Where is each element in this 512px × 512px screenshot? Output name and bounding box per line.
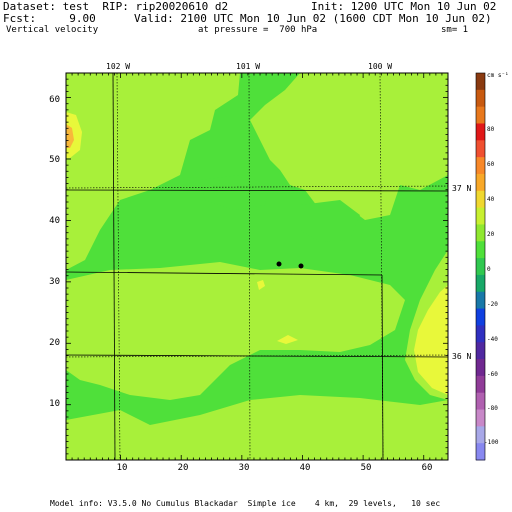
colorbar-swatch — [476, 173, 485, 192]
field-green-patch-1 — [200, 175, 270, 210]
smoothing-label: sm= 1 — [441, 25, 469, 35]
colorbar-swatch — [476, 89, 485, 108]
parallel-37 — [65, 185, 449, 189]
colorbar-swatch — [476, 359, 485, 377]
colorbar-swatch — [476, 392, 485, 411]
x-tick-label: 30 — [238, 463, 250, 473]
colorbar-swatch — [476, 409, 485, 427]
plot-frame — [65, 72, 449, 461]
y-tick-label: 10 — [49, 399, 60, 409]
colorbar-label: 80 — [487, 126, 495, 133]
init-label: Init: 1200 UTC Mon 10 Jun 02 — [311, 0, 497, 13]
boundary-panhandle — [65, 271, 383, 276]
field-orange-west — [66, 124, 74, 148]
x-ticks — [65, 73, 449, 460]
field-region-ne — [250, 73, 448, 220]
colorbar-label: 40 — [487, 196, 495, 203]
field-green-patch-2 — [300, 200, 360, 242]
y-tick-label: 50 — [49, 155, 60, 165]
field-yellow-small — [257, 280, 265, 290]
colorbar-swatch — [476, 375, 485, 394]
colorbar-swatch — [476, 123, 485, 141]
colorbar-swatch — [476, 308, 485, 326]
x-tick-label: 50 — [360, 463, 372, 473]
dataset-label: Dataset: test RIP: rip20020610 d2 — [3, 0, 229, 13]
station-marker — [276, 261, 282, 267]
valid-label: Valid: 2100 UTC Mon 10 Jun 02 (1600 CDT … — [134, 12, 492, 25]
colorbar-label: 20 — [487, 231, 495, 238]
colorbar-swatch — [476, 325, 485, 343]
colorbar-label: 60 — [487, 161, 495, 168]
colorbar-label: -20 — [487, 301, 498, 308]
lat-label-36: 36 N — [452, 352, 472, 361]
latlon-grid — [65, 72, 449, 461]
colorbar-swatch — [476, 73, 485, 91]
x-tick-label: 60 — [421, 463, 433, 473]
colorbar-swatch — [476, 342, 485, 360]
colorbar-swatch — [476, 443, 485, 461]
colorbar-swatch — [476, 258, 485, 276]
colorbar-swatch — [476, 426, 485, 444]
colorbar-swatch — [476, 274, 485, 293]
velocity-field — [66, 73, 448, 460]
field-region-center — [66, 262, 405, 400]
x-tick-label: 10 — [116, 463, 128, 473]
lon-label-102: 102 W — [106, 62, 131, 71]
field-yellow-east — [414, 285, 448, 395]
colorbar-swatch — [476, 207, 485, 225]
colorbar-label: -80 — [487, 405, 498, 412]
colorbar-swatch — [476, 224, 485, 242]
boundary-north — [65, 189, 449, 192]
boundary-south — [65, 354, 449, 358]
colorbar-swatch — [476, 241, 485, 259]
boundary-west — [112, 72, 116, 461]
colorbar-label: -100 — [484, 439, 499, 446]
lon-label-100: 100 W — [368, 62, 393, 71]
colorbar-label: -60 — [487, 371, 498, 378]
colorbar-swatch — [476, 106, 485, 124]
colorbar-unit: cm s⁻¹ — [487, 72, 509, 79]
y-tick-label: 40 — [49, 216, 60, 226]
parallel-36 — [65, 354, 449, 358]
colorbar-swatch — [476, 291, 485, 310]
x-tick-label: 20 — [177, 463, 189, 473]
field-label: Vertical velocity — [6, 25, 99, 35]
pressure-label: at pressure = 700 hPa — [198, 25, 318, 35]
lat-label-37: 37 N — [452, 184, 472, 193]
y-tick-label: 60 — [49, 95, 60, 105]
y-tick-label: 30 — [49, 277, 60, 287]
y-ticks — [66, 72, 448, 461]
station-marker — [298, 263, 304, 269]
field-region-south — [66, 395, 448, 460]
colorbar-swatch — [476, 190, 485, 209]
colorbar-label: -40 — [487, 336, 498, 343]
colorbar-swatch — [476, 157, 485, 175]
field-yellow-south — [277, 335, 298, 344]
forecast-label: Fcst: 9.00 — [3, 12, 96, 25]
colorbar-frame — [475, 72, 486, 461]
model-info: Model info: V3.5.0 No Cumulus Blackadar … — [50, 499, 441, 508]
colorbar — [475, 72, 486, 461]
y-tick-label: 20 — [49, 338, 60, 348]
x-tick-label: 40 — [299, 463, 311, 473]
lon-label-101: 101 W — [236, 62, 261, 71]
colorbar-swatch — [476, 140, 485, 158]
colorbar-label: 0 — [487, 266, 491, 273]
field-region-nw — [66, 73, 240, 270]
